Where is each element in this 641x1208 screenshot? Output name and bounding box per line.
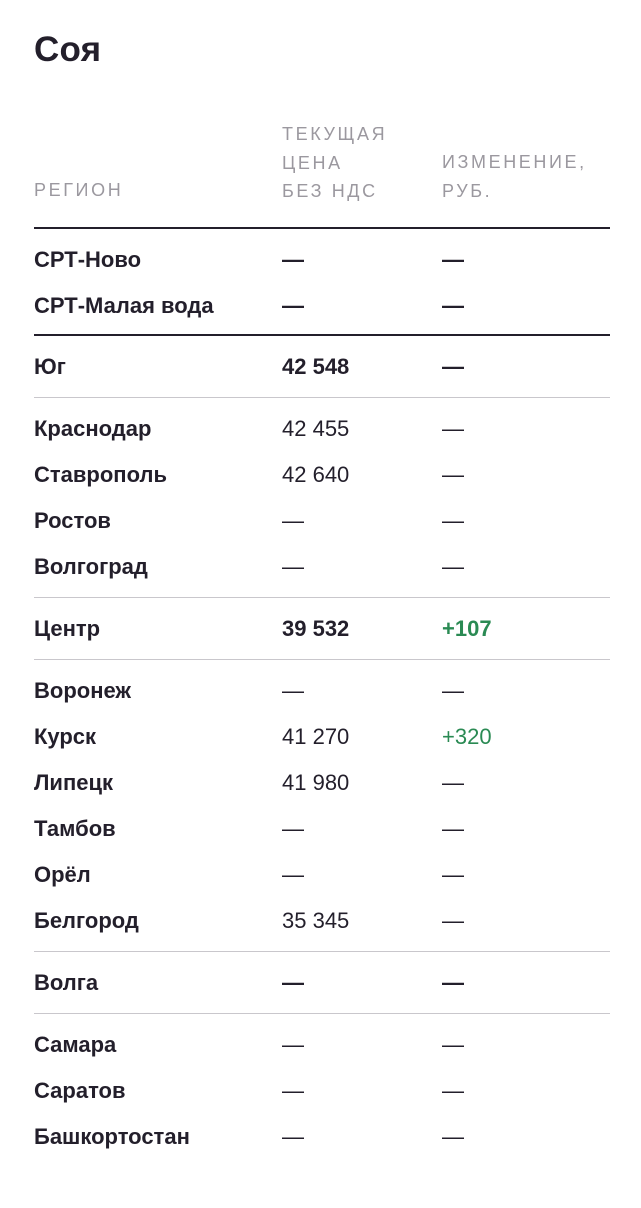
column-header-change-line-2: РУБ. xyxy=(442,180,493,201)
price-cell: — xyxy=(282,508,304,533)
change-cell: — xyxy=(442,1078,464,1103)
region-cell: Центр xyxy=(34,616,101,641)
group-rows: Краснодар 42 455 — Ставрополь 42 640 — Ростов —… xyxy=(34,398,610,597)
table-row: Башкортостан — — xyxy=(34,1114,610,1160)
region-cell: Саратов xyxy=(34,1078,126,1103)
region-cell: Липецк xyxy=(34,770,114,795)
group-rows: Воронеж — — Курск 41 270 +320 Липецк 41 980— Там… xyxy=(34,660,610,951)
region-cell: Юг xyxy=(34,354,66,379)
change-cell: — xyxy=(442,508,464,533)
price-cell: — xyxy=(282,678,304,703)
region-cell: Белгород xyxy=(34,908,139,933)
region-cell: Тамбов xyxy=(34,816,116,841)
price-cell: 41 980 xyxy=(282,770,350,795)
group-divider xyxy=(34,659,610,660)
change-cell: — xyxy=(442,354,464,379)
price-cell: — xyxy=(282,1032,304,1057)
change-cell: — xyxy=(442,1124,464,1149)
table-row: Воронеж — — xyxy=(34,668,610,714)
change-cell: — xyxy=(442,554,464,579)
region-group-row: Юг 42 548 — xyxy=(34,336,610,397)
change-cell: +107 xyxy=(442,616,492,641)
region-cell: СРТ-Малая вода xyxy=(34,293,214,318)
change-cell: — xyxy=(442,816,464,841)
table-row: СРТ-Ново — — xyxy=(34,237,610,283)
table-row: Тамбов — — xyxy=(34,806,610,852)
table-row: Курск 41 270 +320 xyxy=(34,714,610,760)
price-cell: — xyxy=(282,293,304,318)
change-cell: — xyxy=(442,970,464,995)
price-cell: — xyxy=(282,247,304,272)
column-header-change: ИЗМЕНЕНИЕ, РУБ. xyxy=(442,148,610,205)
section-divider xyxy=(34,334,610,336)
region-group-row: Центр 39 532 +107 xyxy=(34,598,610,659)
change-cell: — xyxy=(442,908,464,933)
column-header-price-line-2: ЦЕНА xyxy=(282,152,343,173)
region-cell: Волгоград xyxy=(34,554,148,579)
page-title: Соя xyxy=(34,30,102,69)
group-divider xyxy=(34,597,610,598)
group-divider xyxy=(34,397,610,398)
region-cell: Орёл xyxy=(34,862,91,887)
region-cell: Волга xyxy=(34,970,99,995)
column-header-price: ТЕКУЩАЯ ЦЕНА БЕЗ НДС xyxy=(282,120,412,206)
change-cell: — xyxy=(442,1032,464,1057)
table-row: Ростов — — xyxy=(34,498,610,544)
region-cell: Самара xyxy=(34,1032,117,1057)
region-cell: Курск xyxy=(34,724,97,749)
region-cell: Воронеж xyxy=(34,678,132,703)
change-cell: — xyxy=(442,416,464,441)
region-cell: Ставрополь xyxy=(34,462,167,487)
column-header-region: РЕГИОН xyxy=(34,180,124,200)
table-row: Орёл — — xyxy=(34,852,610,898)
column-header-change-line-1: ИЗМЕНЕНИЕ, xyxy=(442,152,587,172)
price-cell: — xyxy=(282,862,304,887)
region-cell: СРТ-Ново xyxy=(34,247,142,272)
price-cell: 42 548 xyxy=(282,354,350,379)
region-cell: Ростов xyxy=(34,508,111,533)
price-cell: — xyxy=(282,1078,304,1103)
table-row: Волгоград — — xyxy=(34,544,610,590)
table-row: Саратов — — xyxy=(34,1068,610,1114)
price-cell: 42 640 xyxy=(282,462,350,487)
change-cell: — xyxy=(442,862,464,887)
change-cell: — xyxy=(442,770,464,795)
price-cell: 42 455 xyxy=(282,416,350,441)
group-rows: Самара — — Саратов — — Башкортостан — — xyxy=(34,1014,610,1167)
region-group-row: Волга — — xyxy=(34,952,610,1013)
price-cell: — xyxy=(282,816,304,841)
table-row: Белгород 35 345 — xyxy=(34,898,610,944)
change-cell: — xyxy=(442,293,464,318)
change-cell: — xyxy=(442,678,464,703)
region-cell: Краснодар xyxy=(34,416,152,441)
table-header: РЕГИОН ТЕКУЩАЯ ЦЕНА БЕЗ НДС ИЗМЕНЕНИЕ, Р… xyxy=(34,120,610,229)
change-cell: +320 xyxy=(442,724,492,749)
price-cell: 35 345 xyxy=(282,908,350,933)
column-header-price-line-1: ТЕКУЩАЯ xyxy=(282,124,388,144)
group-divider xyxy=(34,951,610,952)
change-cell: — xyxy=(442,462,464,487)
spot-rows: СРТ-Ново — — СРТ-Малая вода — — xyxy=(34,229,610,329)
table-row: Липецк 41 980 — xyxy=(34,760,610,806)
column-header-price-line-3: БЕЗ НДС xyxy=(282,181,378,201)
price-cell: 41 270 xyxy=(282,724,350,749)
table-body: СРТ-Ново — — СРТ-Малая вода — — Юг 42 548— Красн… xyxy=(34,229,610,1167)
region-cell: Башкортостан xyxy=(34,1124,190,1149)
table-row: СРТ-Малая вода — — xyxy=(34,283,610,329)
change-cell: — xyxy=(442,247,464,272)
table-row: Краснодар 42 455 — xyxy=(34,406,610,452)
price-cell: — xyxy=(282,554,304,579)
price-cell: 39 532 xyxy=(282,616,350,641)
table-row: Ставрополь 42 640 — xyxy=(34,452,610,498)
price-cell: — xyxy=(282,1124,304,1149)
price-cell: — xyxy=(282,970,304,995)
group-divider xyxy=(34,1013,610,1014)
table-row: Самара — — xyxy=(34,1022,610,1068)
